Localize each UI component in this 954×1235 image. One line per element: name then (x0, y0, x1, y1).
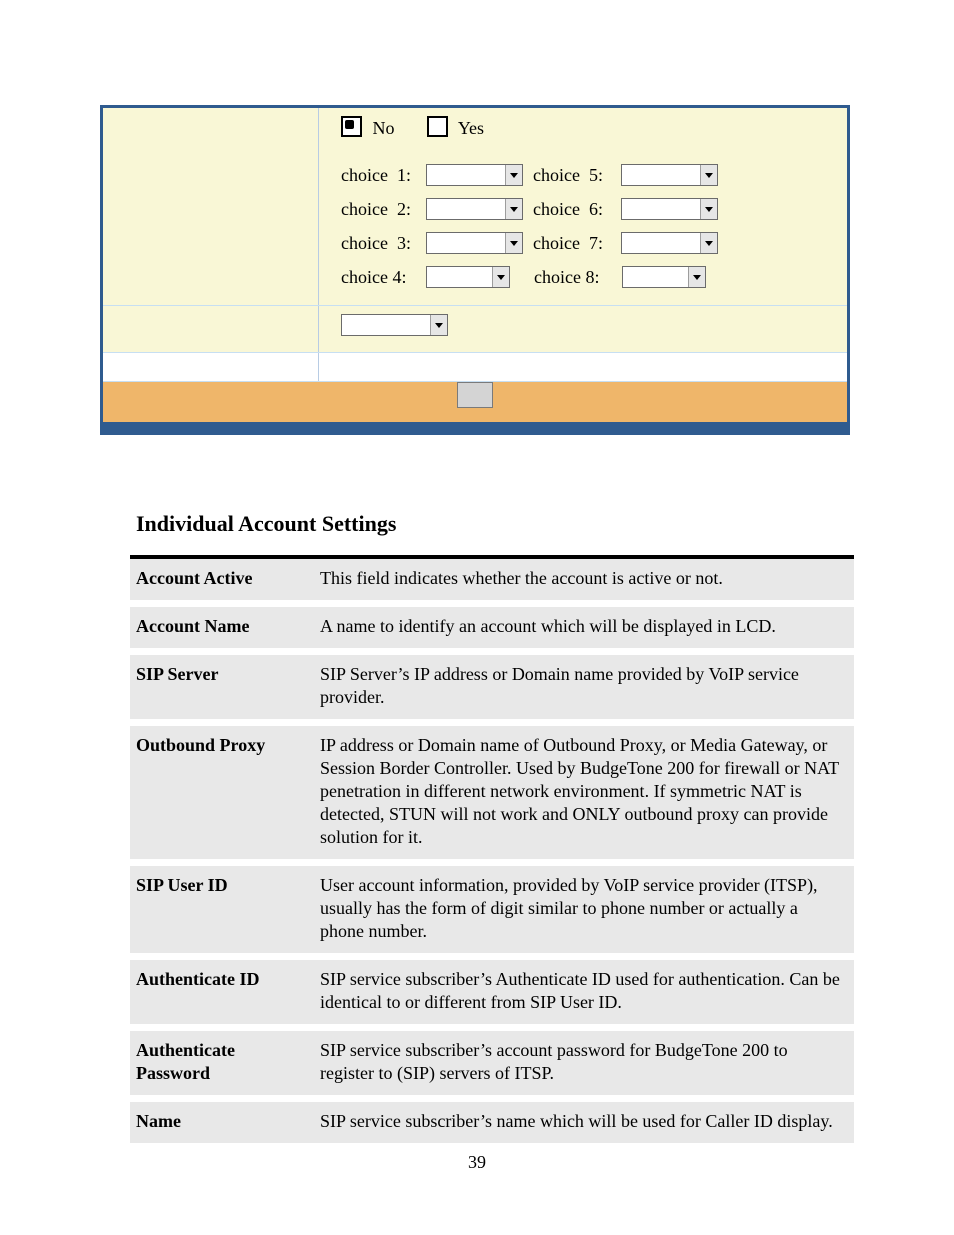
desc-row: Authenticate PasswordSIP service subscri… (130, 1028, 854, 1099)
section-heading: Individual Account Settings (136, 511, 854, 537)
desc-value: User account information, provided by Vo… (314, 863, 854, 957)
footer-cell (102, 382, 849, 423)
desc-value: SIP service subscriber’s Authenticate ID… (314, 957, 854, 1028)
row-blank-label (102, 353, 319, 382)
row-footer (102, 382, 849, 423)
chevron-down-icon (505, 233, 522, 253)
desc-row: Account NameA name to identify an accoun… (130, 604, 854, 652)
desc-value: SIP Server’s IP address or Domain name p… (314, 652, 854, 723)
bottom-strip (102, 422, 849, 434)
chevron-down-icon (430, 315, 447, 335)
choice-8-select[interactable] (622, 266, 706, 288)
radio-no-label: No (373, 118, 395, 138)
choice-6-label: choice 6: (533, 193, 621, 225)
desc-row: Outbound ProxyIP address or Domain name … (130, 723, 854, 863)
choice-1-label: choice 1: (341, 159, 426, 191)
choice-8-label: choice 8: (534, 261, 622, 293)
choice-7-label: choice 7: (533, 227, 621, 259)
row-single-select (102, 306, 849, 353)
page: No Yes choice 1: choice 5: choice 2: (0, 0, 954, 1235)
row-radio: No Yes choice 1: choice 5: choice 2: (102, 107, 849, 306)
config-table: No Yes choice 1: choice 5: choice 2: (100, 105, 850, 435)
row-blank-value (319, 353, 849, 382)
choice-4-select[interactable] (426, 266, 510, 288)
desc-row: NameSIP service subscriber’s name which … (130, 1099, 854, 1144)
radio-yes[interactable] (427, 116, 448, 137)
choice-1-select[interactable] (426, 164, 523, 186)
desc-row: SIP User IDUser account information, pro… (130, 863, 854, 957)
desc-key: SIP User ID (130, 863, 314, 957)
desc-key: SIP Server (130, 652, 314, 723)
submit-button[interactable] (457, 382, 493, 408)
desc-row: Authenticate IDSIP service subscriber’s … (130, 957, 854, 1028)
desc-row: Account ActiveThis field indicates wheth… (130, 557, 854, 604)
chevron-down-icon (688, 267, 705, 287)
chevron-down-icon (700, 165, 717, 185)
row-radio-value-cell: No Yes choice 1: choice 5: choice 2: (319, 107, 849, 306)
desc-key: Outbound Proxy (130, 723, 314, 863)
choice-row-4: choice 4: choice 8: (341, 261, 837, 293)
desc-value: IP address or Domain name of Outbound Pr… (314, 723, 854, 863)
row-radio-label-cell (102, 107, 319, 306)
radio-no[interactable] (341, 116, 362, 137)
choice-4-label: choice 4: (341, 261, 426, 293)
choice-3-label: choice 3: (341, 227, 426, 259)
row-bottom-strip (102, 422, 849, 434)
chevron-down-icon (505, 199, 522, 219)
choice-row-3: choice 3: choice 7: (341, 227, 837, 259)
choice-2-label: choice 2: (341, 193, 426, 225)
desc-table: Account ActiveThis field indicates wheth… (130, 555, 854, 1143)
desc-key: Authenticate ID (130, 957, 314, 1028)
choices-grid: choice 1: choice 5: choice 2: choice 6: (341, 159, 837, 293)
desc-key: Name (130, 1099, 314, 1144)
choice-6-select[interactable] (621, 198, 718, 220)
choice-5-label: choice 5: (533, 159, 621, 191)
choice-2-select[interactable] (426, 198, 523, 220)
desc-key: Authenticate Password (130, 1028, 314, 1099)
choice-5-select[interactable] (621, 164, 718, 186)
desc-row: SIP ServerSIP Server’s IP address or Dom… (130, 652, 854, 723)
radio-yes-label: Yes (458, 118, 484, 138)
choice-row-1: choice 1: choice 5: (341, 159, 837, 191)
row-blank (102, 353, 849, 382)
desc-value: SIP service subscriber’s name which will… (314, 1099, 854, 1144)
chevron-down-icon (492, 267, 509, 287)
chevron-down-icon (505, 165, 522, 185)
desc-key: Account Active (130, 557, 314, 604)
desc-value: This field indicates whether the account… (314, 557, 854, 604)
chevron-down-icon (700, 233, 717, 253)
desc-key: Account Name (130, 604, 314, 652)
choice-7-select[interactable] (621, 232, 718, 254)
chevron-down-icon (700, 199, 717, 219)
row-single-select-value (319, 306, 849, 353)
desc-value: A name to identify an account which will… (314, 604, 854, 652)
row-single-select-label (102, 306, 319, 353)
single-select[interactable] (341, 314, 448, 336)
desc-value: SIP service subscriber’s account passwor… (314, 1028, 854, 1099)
page-number: 39 (0, 1152, 954, 1173)
choice-3-select[interactable] (426, 232, 523, 254)
choice-row-2: choice 2: choice 6: (341, 193, 837, 225)
